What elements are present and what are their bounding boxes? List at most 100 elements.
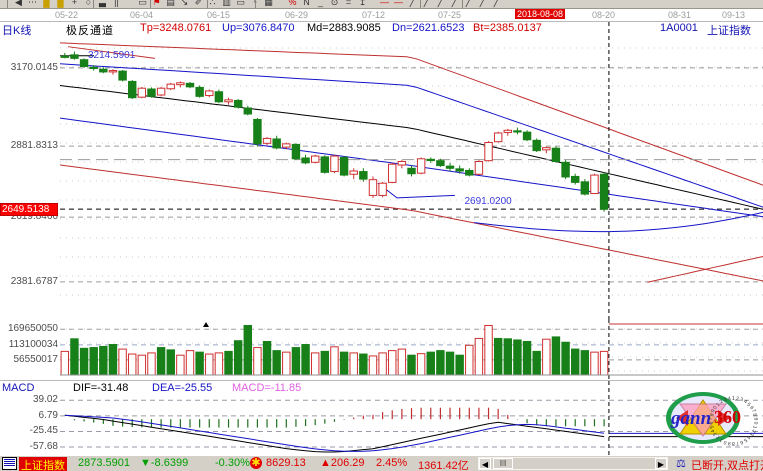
candle xyxy=(339,156,349,177)
volume-bar xyxy=(407,354,416,376)
indicator-name-label[interactable]: 极反通道 xyxy=(66,25,114,37)
line-red2-icon[interactable]: — xyxy=(394,0,403,7)
arrow-up-icon[interactable]: ↥ xyxy=(358,0,367,7)
letter-n-icon[interactable]: N xyxy=(303,0,310,7)
volume-bar xyxy=(493,337,503,376)
volume-bar xyxy=(118,348,127,376)
toolbar[interactable]: ◀⋯██+○▃||▭⚑▤↘✐∴▥▭◔▦%N_⊙=↥——╱╱╱╱╱╱╱ xyxy=(0,0,763,9)
volume-bar xyxy=(465,344,474,376)
price-chart-pane[interactable]: 日K线 极反通道 Tp=3248.0761 Up=3076.8470 Md=28… xyxy=(0,22,763,319)
candle xyxy=(156,86,166,97)
param-dn-value: Dn=2621.6523 xyxy=(392,22,465,34)
volume-bar xyxy=(542,338,551,376)
volume-pane[interactable]: 169650050 113100034 56550017 xyxy=(0,319,763,380)
slope2-icon[interactable]: ╱ xyxy=(423,0,430,7)
box-icon[interactable]: ▭ xyxy=(236,0,245,7)
circle-icon[interactable]: ○ xyxy=(85,0,92,7)
slope-icon[interactable]: ╱ xyxy=(409,0,416,7)
price-y-tick-1: 2881.8313 xyxy=(10,140,58,152)
volume-bar xyxy=(224,350,233,376)
candle xyxy=(599,172,609,212)
price-y-tick-3: 2381.6787 xyxy=(10,275,58,287)
bar-yellow-icon[interactable]: █ xyxy=(43,0,50,7)
crosshair-icon[interactable]: + xyxy=(71,0,78,7)
scrollbar-thumb[interactable]: ‖‖ xyxy=(493,458,513,469)
frame-icon[interactable]: ▭ xyxy=(138,0,147,7)
dotted-line-icon[interactable]: ⋯ xyxy=(28,0,37,7)
kline-period-label[interactable]: 日K线 xyxy=(2,25,32,37)
status-bar[interactable]: 上证指数 2873.5901 ▼-8.6399 -0.30% ✱ 8629.13… xyxy=(0,455,763,471)
status-turnover: 1361.42亿 xyxy=(418,460,469,471)
security-code-label: 1A0001 xyxy=(660,22,698,34)
pencil-icon[interactable]: ✐ xyxy=(194,0,203,7)
status-index-name[interactable]: 上证指数 xyxy=(19,457,67,471)
date-tick-2: 06-15 xyxy=(207,10,231,20)
histogram-icon[interactable]: ▃ xyxy=(99,0,106,7)
connection-status-label[interactable]: 已断开,双点打开. xyxy=(691,460,763,471)
volume-bar xyxy=(320,350,330,376)
horizontal-scrollbar[interactable]: ◀ ‖‖ ▶ xyxy=(478,457,668,470)
target-icon[interactable]: ⊙ xyxy=(330,0,339,7)
bracket-icon[interactable]: || xyxy=(114,0,119,7)
volume-bar xyxy=(60,350,70,376)
flag-red-icon[interactable]: ⚑ xyxy=(152,0,161,7)
date-tick-3: 06-29 xyxy=(285,10,309,20)
volume-bar xyxy=(416,353,426,376)
dots-icon[interactable]: ∴ xyxy=(209,0,216,7)
candle xyxy=(484,141,493,162)
date-axis[interactable]: 05-22 06-04 06-15 06-29 07-12 07-25 2018-08-08… xyxy=(0,9,763,22)
trend-down-icon[interactable]: ↘ xyxy=(180,0,189,7)
volume-bar xyxy=(272,350,281,376)
equals-icon[interactable]: = xyxy=(345,0,352,7)
percent-red-icon[interactable]: % xyxy=(288,0,297,7)
volume-bar xyxy=(233,340,243,376)
candle xyxy=(310,154,320,164)
candle xyxy=(301,154,310,165)
candle xyxy=(108,69,118,75)
price-y-tick-0: 3170.0145 xyxy=(10,61,58,73)
volume-bar xyxy=(89,347,98,376)
date-tick-7: 08-20 xyxy=(592,10,616,20)
scroll-right-arrow-icon[interactable]: ▶ xyxy=(655,458,667,469)
clock-icon[interactable]: ◔ xyxy=(248,0,261,8)
volume-bar xyxy=(474,337,484,376)
slope4-icon[interactable]: ╱ xyxy=(451,0,458,7)
volume-y-tick-2: 56550017 xyxy=(13,353,59,365)
cursor-arrow-icon[interactable]: ◀ xyxy=(15,0,22,7)
volume-bar xyxy=(378,352,387,376)
volume-bar xyxy=(262,340,272,376)
price-plot-canvas[interactable] xyxy=(60,22,763,319)
slope3-icon[interactable]: ╱ xyxy=(437,0,444,7)
macd-pane[interactable]: MACD DIF=-31.48 DEA=-25.55 MACD=-11.85 3… xyxy=(0,380,763,456)
toolbar-separator-4 xyxy=(255,0,256,8)
volume-plot-canvas[interactable] xyxy=(60,319,763,380)
toolbar-separator-6 xyxy=(462,0,463,8)
volume-bar xyxy=(301,344,310,376)
volume-bar xyxy=(166,349,175,376)
volume-bar xyxy=(79,347,89,376)
volume-bar xyxy=(185,350,195,376)
scroll-left-arrow-icon[interactable]: ◀ xyxy=(479,458,491,469)
window-icon[interactable]: ▤ xyxy=(166,0,175,7)
macd-plot-canvas[interactable] xyxy=(60,381,763,456)
candle xyxy=(291,143,301,161)
macd-title-label[interactable]: MACD xyxy=(2,382,35,394)
volume-y-tick-1: 113100034 xyxy=(8,338,58,350)
line-red-icon[interactable]: — xyxy=(380,0,389,7)
slope7-icon[interactable]: ╱ xyxy=(493,0,500,7)
volume-bar xyxy=(484,324,493,376)
slope5-icon[interactable]: ╱ xyxy=(465,0,472,7)
slope6-icon[interactable]: ╱ xyxy=(479,0,486,7)
grid-icon[interactable]: ▦ xyxy=(264,0,273,7)
grid-icon[interactable] xyxy=(2,457,17,470)
candle xyxy=(137,86,147,99)
candle xyxy=(397,160,407,169)
date-tick-9: 09-13 xyxy=(722,10,746,20)
candle xyxy=(233,99,243,109)
bar-yellow2-icon[interactable]: █ xyxy=(57,0,64,7)
underline-icon[interactable]: _ xyxy=(317,0,323,7)
ruler-icon[interactable]: ▥ xyxy=(222,0,231,7)
param-md-value: Md=2883.9085 xyxy=(307,22,381,34)
